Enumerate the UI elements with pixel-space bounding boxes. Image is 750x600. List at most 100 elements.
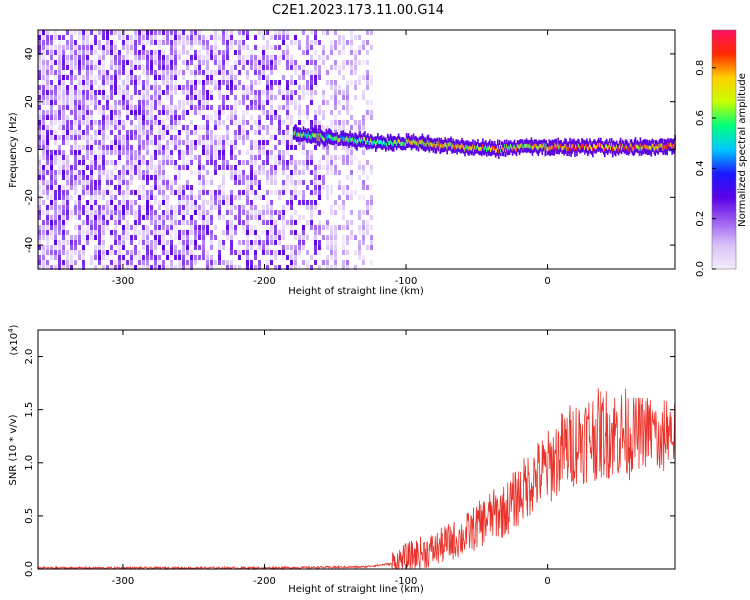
spectrogram-cell [150,55,153,60]
spectrogram-cell [94,150,97,155]
spectrogram-cell [214,260,217,265]
spectrogram-cell [182,230,185,235]
spectrogram-cell [354,265,357,270]
spectrogram-cell [150,215,153,220]
spectrogram-cell [54,150,57,155]
spectrogram-cell [266,40,269,45]
spectrogram-cell [102,230,105,235]
spectrogram-cell [178,200,181,205]
spectrogram-cell [158,265,161,270]
spectrogram-cell [346,40,349,45]
spectrogram-cell [38,180,41,185]
spectrogram-cell [158,180,161,185]
spectrogram-cell [114,60,117,65]
spectrogram-cell [170,230,173,235]
spectrogram-ridge-core [367,137,369,142]
spectrogram-cell [46,150,49,155]
spectrogram-cell [206,145,209,150]
spectrogram-ridge-core [519,143,522,148]
spectrogram-cell [226,85,229,90]
spectrogram-cell [370,215,373,220]
spectrogram-cell [54,110,57,115]
spectrogram-cell [158,90,161,95]
spectrogram-cell [230,155,233,160]
spectrogram-ridge-core [490,146,493,151]
spectrogram-ridge-core [446,145,448,150]
spectrogram-cell [138,75,141,80]
spectrogram-cell [202,45,205,50]
spectrogram-cell [106,105,109,110]
spectrogram-cell [366,160,369,165]
spectrogram-cell [202,70,205,75]
spectrogram-cell [210,105,213,110]
spectrogram-cell [306,40,309,45]
spectrogram-cell [210,55,213,60]
spectrogram-cell [318,120,321,125]
spectrogram-cell [66,115,69,120]
spectrogram-cell [218,110,221,115]
spectrogram-cell [122,70,125,75]
spectrogram-cell [38,100,41,105]
spectrogram-ridge-core [649,145,652,150]
spectrogram-cell [70,240,73,245]
spectrogram-cell [254,210,257,215]
spectrogram-cell [46,130,49,135]
spectrogram-cell [118,235,121,240]
spectrogram-cell [186,95,189,100]
spectrogram-cell [194,205,197,210]
spectrogram-cell [38,160,41,165]
spectrogram-cell [214,50,217,55]
spectrogram-cell [222,185,225,190]
spectrogram-cell [142,265,145,270]
spectrogram-cell [274,250,277,255]
spectrogram-ridge-core [452,143,454,148]
spectrogram-cell [358,230,361,235]
spectrogram-cell [154,165,157,170]
spectrogram-cell [190,190,193,195]
spectrogram-cell [182,150,185,155]
spectrogram-cell [166,70,169,75]
spectrogram-ridge-core [453,144,455,149]
spectrogram-cell [206,50,209,55]
spectrogram-cell [262,145,265,150]
spectrogram-cell [230,175,233,180]
spectrogram-cell [142,95,145,100]
spectrogram-cell [134,170,137,175]
spectrogram-ridge-core [477,144,479,149]
spectrogram-cell [342,90,345,95]
spectrogram-cell [206,120,209,125]
spectrogram-cell [174,75,177,80]
spectrogram-cell [70,180,73,185]
spectrogram-cell [122,35,125,40]
spectrogram-cell [142,115,145,120]
spectrogram-cell [190,60,193,65]
spectrogram-cell [142,195,145,200]
spectrogram-cell [162,225,165,230]
spectrogram-cell [302,75,305,80]
spectrogram-cell [38,40,41,45]
spectrogram-cell [170,40,173,45]
spectrogram-cell [338,90,341,95]
spectrogram-cell [214,140,217,145]
spectrogram-cell [326,170,329,175]
spectrogram-cell [42,65,45,70]
spectrogram-cell [330,85,333,90]
spectrogram-ridge-core [613,146,616,151]
spectrogram-ridge-core [339,137,341,142]
spectrogram-cell [174,160,177,165]
spectrogram-x-tick-label: -100 [395,276,418,287]
spectrogram-ridge-core [664,145,666,150]
spectrogram-cell [82,110,85,115]
spectrogram-cell [82,130,85,135]
spectrogram-cell [334,265,337,270]
spectrogram-cell [334,30,337,35]
spectrogram-cell [114,160,117,165]
spectrogram-cell [226,165,229,170]
spectrogram-cell [94,250,97,255]
spectrogram-cell [210,70,213,75]
spectrogram-cell [162,155,165,160]
spectrogram-cell [358,255,361,260]
spectrogram-ridge-core [609,145,612,150]
spectrogram-cell [262,140,265,145]
spectrogram-ridge-core [337,138,339,143]
